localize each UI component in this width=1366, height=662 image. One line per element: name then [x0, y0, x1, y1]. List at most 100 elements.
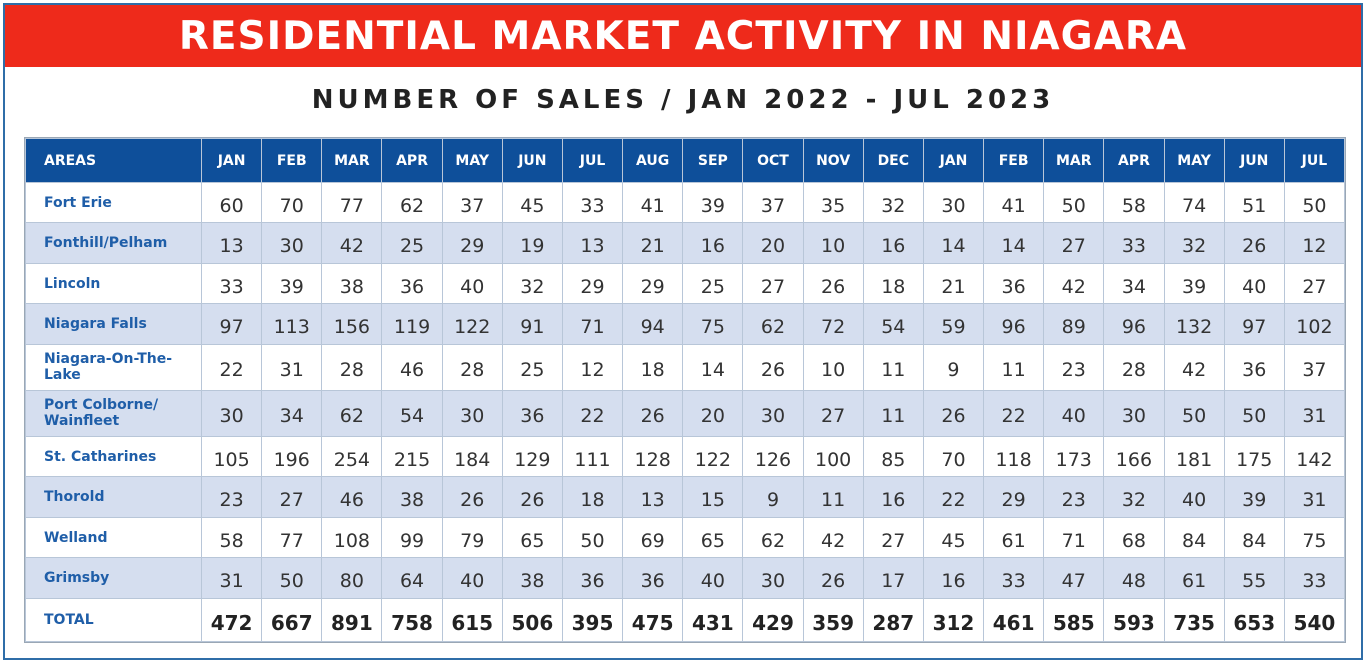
sales-value-2: 80 [321, 557, 383, 599]
sales-value-11: 11 [862, 389, 924, 437]
sales-value-10: 26 [802, 557, 864, 599]
sales-value-14: 50 [1043, 181, 1105, 224]
sales-value-16: 74 [1163, 181, 1225, 224]
table-row: Lincoln 33 39 38 36 40 32 29 29 25 27 26 18 21 36 42 34 3… [25, 262, 1346, 305]
sales-value-6: 22 [561, 389, 624, 437]
sales-value-6: 71 [561, 303, 624, 345]
sales-value-11: 54 [862, 303, 924, 345]
sales-value-12: 30 [922, 181, 985, 224]
sales-value-11: 27 [862, 516, 924, 559]
sales-value-15: 33 [1103, 222, 1165, 264]
page-subtitle: NUMBER OF SALES / JAN 2022 - JUL 2023 [311, 85, 1055, 115]
table-row: St. Catharines 105 196 254 215 184 129 111 128 12… [25, 435, 1346, 478]
sales-value-6: 111 [561, 435, 624, 478]
sales-value-7: 29 [622, 262, 684, 305]
areas-column-header: AREAS [25, 138, 202, 183]
sales-value-15: 166 [1103, 435, 1165, 478]
sales-value-4: 30 [441, 389, 503, 437]
sales-value-3: 64 [381, 557, 443, 599]
sales-value-2: 38 [321, 262, 383, 305]
sales-value-6: 29 [561, 262, 624, 305]
area-name: Thorold [25, 476, 202, 518]
sales-value-1: 31 [261, 343, 323, 391]
sales-value-7: 26 [622, 389, 684, 437]
sales-value-0: 31 [200, 557, 263, 599]
sales-value-10: 42 [802, 516, 864, 559]
sales-value-5: 45 [501, 181, 563, 224]
total-value-16: 735 [1163, 597, 1225, 643]
month-header-6: JUL [561, 138, 624, 183]
sales-value-9: 26 [742, 343, 804, 391]
sales-value-5: 32 [501, 262, 563, 305]
sales-value-4: 29 [441, 222, 503, 264]
sales-value-7: 41 [622, 181, 684, 224]
month-header-13: FEB [983, 138, 1045, 183]
sales-value-2: 108 [321, 516, 383, 559]
sales-value-10: 35 [802, 181, 864, 224]
month-header-10: NOV [802, 138, 864, 183]
sales-value-10: 10 [802, 343, 864, 391]
sales-value-8: 75 [682, 303, 744, 345]
total-value-15: 593 [1103, 597, 1165, 643]
sales-value-4: 122 [441, 303, 503, 345]
month-header-5: JUN [501, 138, 563, 183]
total-value-0: 472 [200, 597, 263, 643]
sales-value-2: 156 [321, 303, 383, 345]
sales-value-17: 84 [1223, 516, 1285, 559]
sales-value-14: 42 [1043, 262, 1105, 305]
sales-value-0: 23 [200, 476, 263, 518]
sales-value-12: 70 [922, 435, 985, 478]
sales-value-8: 65 [682, 516, 744, 559]
area-name: Welland [25, 516, 202, 559]
sales-value-1: 50 [261, 557, 323, 599]
report-frame: RESIDENTIAL MARKET ACTIVITY IN NIAGARA N… [3, 3, 1363, 660]
sales-value-9: 37 [742, 181, 804, 224]
table-row: Fort Erie 60 70 77 62 37 45 33 41 39 37 35 32 30 41 50 5… [25, 181, 1346, 224]
sales-value-10: 100 [802, 435, 864, 478]
sales-value-11: 11 [862, 343, 924, 391]
table-row: Port Colborne/ Wainfleet 30 34 62 54 30 36 22 26… [25, 389, 1346, 437]
sales-value-9: 27 [742, 262, 804, 305]
month-header-17: JUN [1223, 138, 1285, 183]
sales-value-11: 85 [862, 435, 924, 478]
sales-value-15: 58 [1103, 181, 1165, 224]
total-value-3: 758 [381, 597, 443, 643]
sales-value-7: 69 [622, 516, 684, 559]
sales-value-7: 13 [622, 476, 684, 518]
sales-value-3: 54 [381, 389, 443, 437]
sales-value-14: 23 [1043, 476, 1105, 518]
sales-value-12: 16 [922, 557, 985, 599]
sales-value-17: 39 [1223, 476, 1285, 518]
table-row: Thorold 23 27 46 38 26 26 18 13 15 9 11 16 22 29 23 32 40… [25, 476, 1346, 518]
sales-value-16: 84 [1163, 516, 1225, 559]
total-value-5: 506 [501, 597, 563, 643]
table-row: Fonthill/Pelham 13 30 42 25 29 19 13 21 16 20 10 16 1… [25, 222, 1346, 264]
month-header-18: JUL [1283, 138, 1346, 183]
sales-value-13: 14 [983, 222, 1045, 264]
total-value-18: 540 [1283, 597, 1346, 643]
sales-value-13: 61 [983, 516, 1045, 559]
total-value-12: 312 [922, 597, 985, 643]
sales-value-9: 9 [742, 476, 804, 518]
sales-value-5: 38 [501, 557, 563, 599]
sales-value-5: 26 [501, 476, 563, 518]
sales-value-16: 181 [1163, 435, 1225, 478]
sales-value-6: 13 [561, 222, 624, 264]
total-value-11: 287 [862, 597, 924, 643]
sales-value-0: 105 [200, 435, 263, 478]
sales-value-14: 47 [1043, 557, 1105, 599]
month-header-15: APR [1103, 138, 1165, 183]
sales-value-13: 29 [983, 476, 1045, 518]
sales-value-6: 18 [561, 476, 624, 518]
sales-value-8: 122 [682, 435, 744, 478]
sales-value-14: 27 [1043, 222, 1105, 264]
sales-value-5: 36 [501, 389, 563, 437]
sales-value-16: 32 [1163, 222, 1225, 264]
sales-value-4: 40 [441, 262, 503, 305]
sales-value-5: 129 [501, 435, 563, 478]
sales-value-2: 77 [321, 181, 383, 224]
sales-value-9: 62 [742, 303, 804, 345]
month-header-11: DEC [862, 138, 924, 183]
sales-value-12: 9 [922, 343, 985, 391]
sales-value-8: 15 [682, 476, 744, 518]
